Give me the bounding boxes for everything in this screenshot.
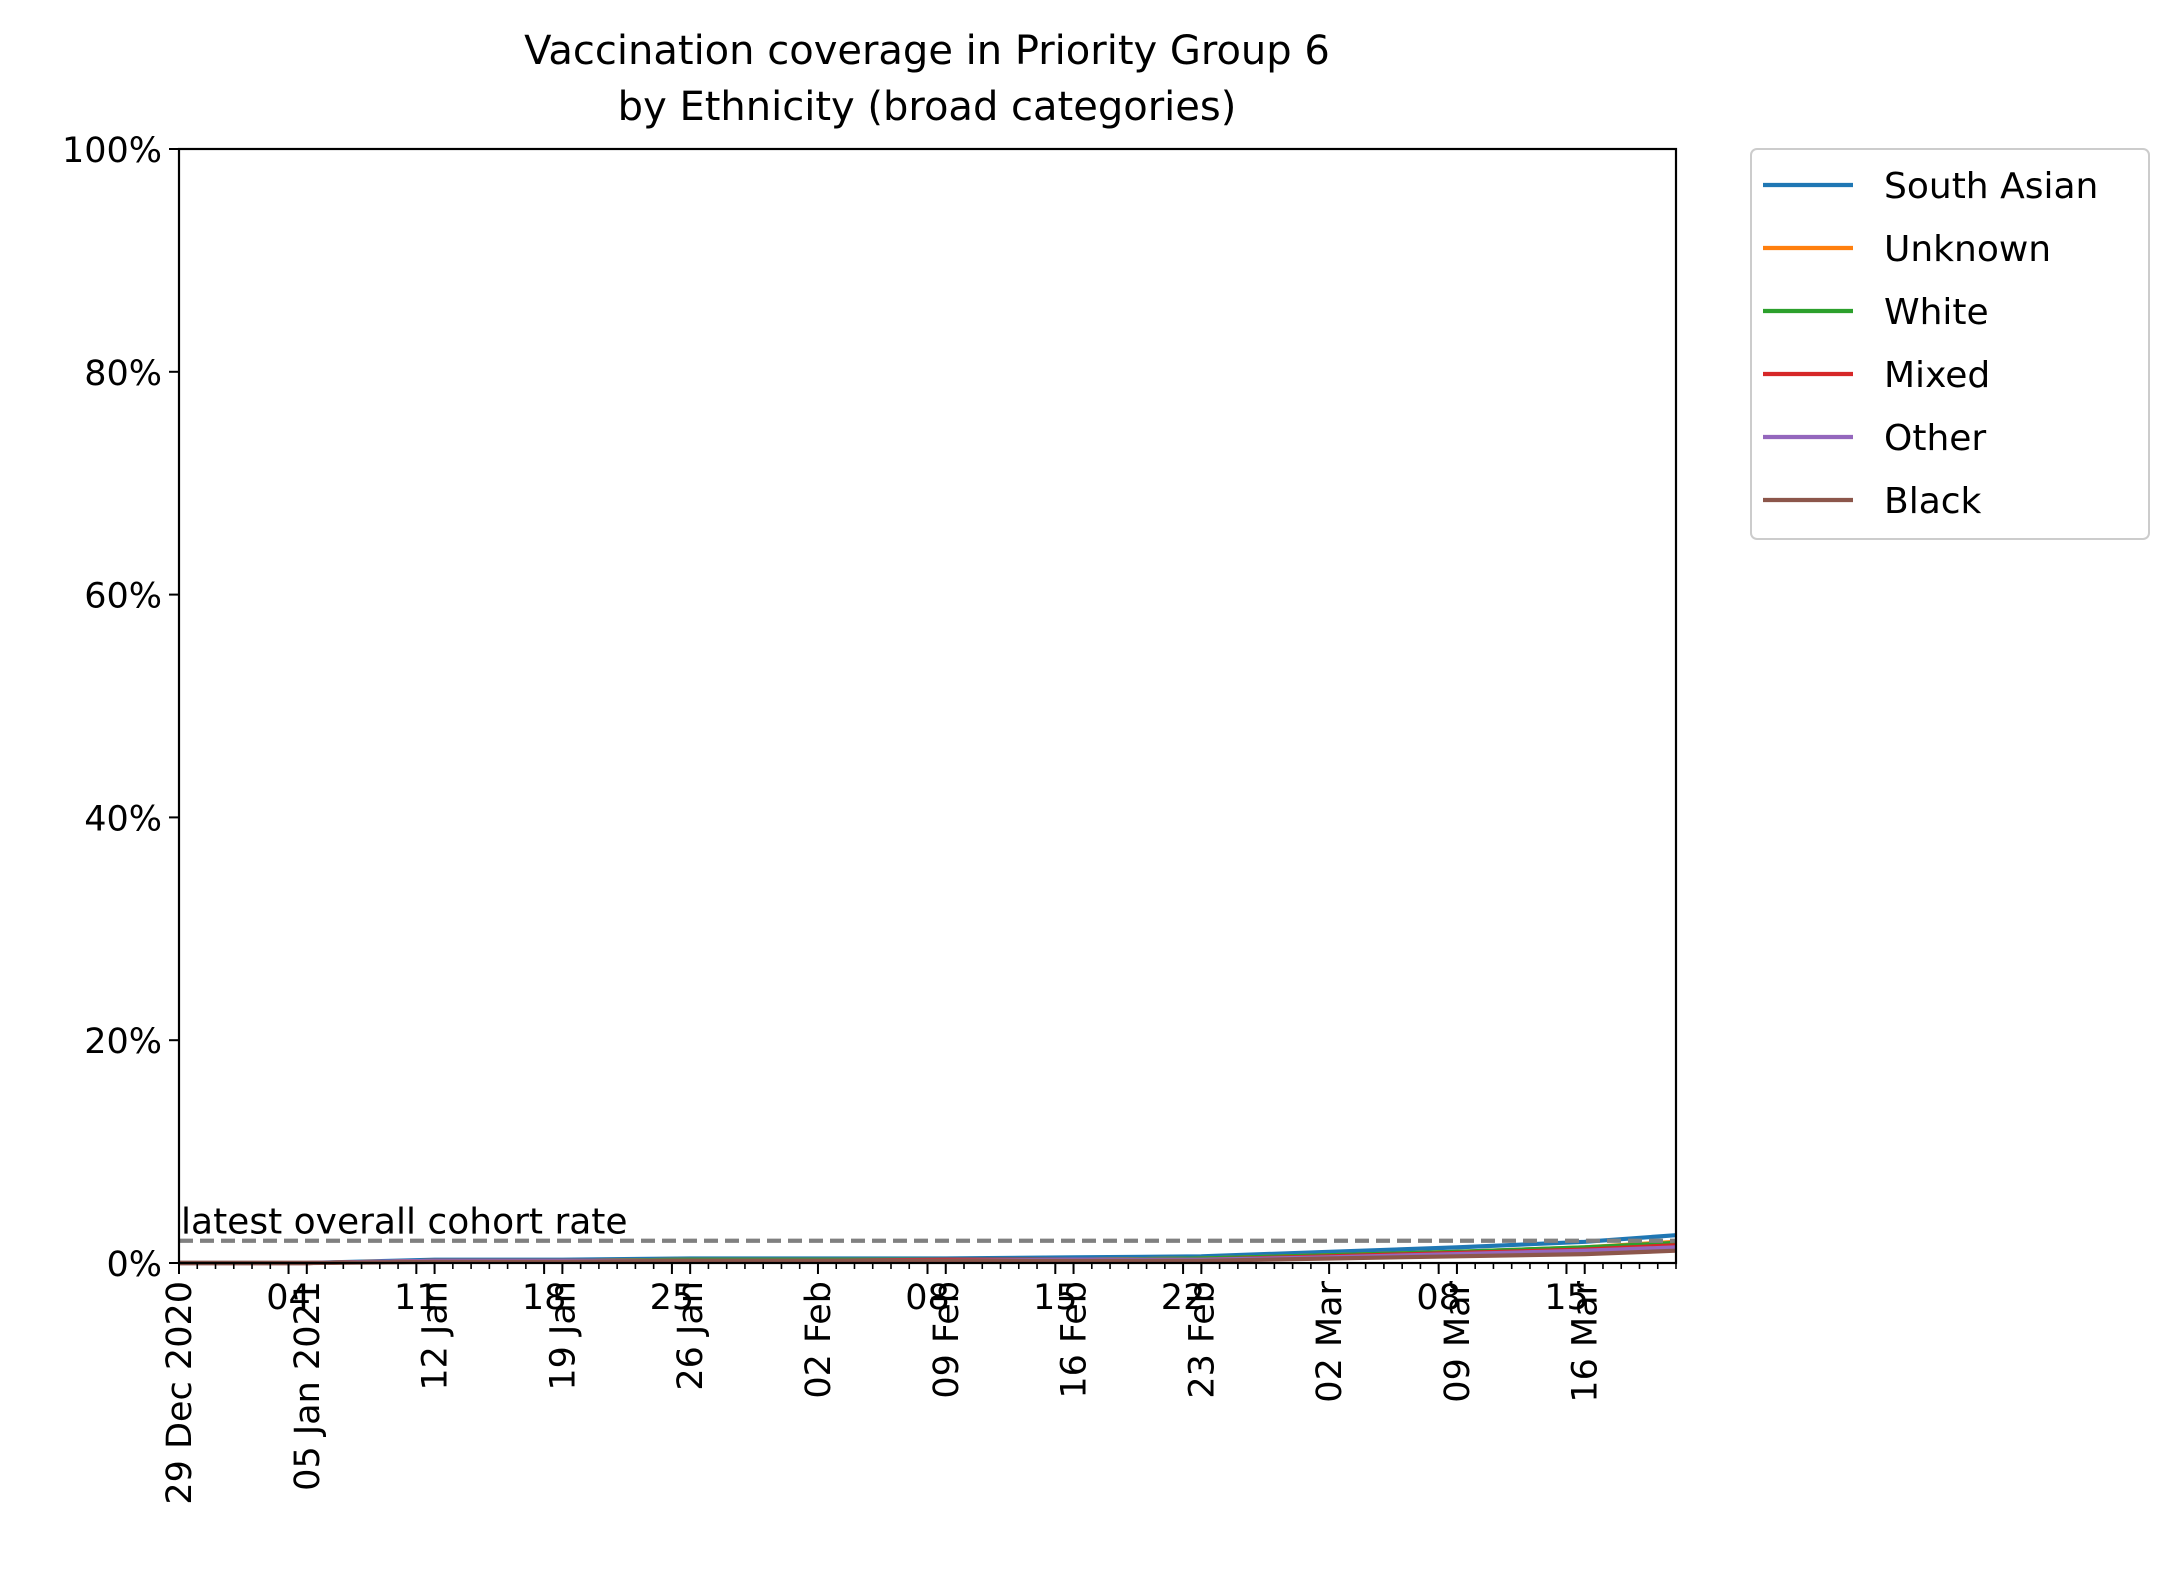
- x-tick-label: 16 Mar: [1566, 1280, 1606, 1402]
- x-week-tick-label: 11: [394, 1278, 439, 1318]
- x-week-tick-label: 15: [1544, 1278, 1589, 1318]
- x-tick-label: 23 Feb: [1182, 1281, 1222, 1399]
- legend-label: Mixed: [1884, 355, 1990, 396]
- y-tick-label: 60%: [84, 577, 162, 617]
- y-tick-label: 80%: [84, 354, 162, 394]
- x-tick-label: 16 Feb: [1055, 1281, 1095, 1399]
- legend-label: South Asian: [1884, 166, 2098, 207]
- legend: South Asian Unknown White Mixed Other Black: [1750, 148, 2150, 540]
- legend-label: White: [1884, 292, 1989, 333]
- x-week-tick-label: 18: [522, 1278, 567, 1318]
- x-tick-label: 05 Jan 2021: [288, 1281, 328, 1491]
- reference-line-layer: latest overall cohort rate: [179, 1202, 1676, 1243]
- y-tick-label: 100%: [62, 131, 162, 171]
- x-week-tick-label: 08: [905, 1278, 950, 1318]
- chart-title: Vaccination coverage in Priority Group 6…: [524, 28, 1330, 130]
- x-tick-label: 09 Feb: [927, 1281, 967, 1399]
- legend-label: Other: [1884, 418, 1986, 459]
- x-tick-label: 09 Mar: [1438, 1280, 1478, 1402]
- x-tick-label: 26 Jan: [671, 1281, 711, 1391]
- chart-title-line-1: Vaccination coverage in Priority Group 6: [524, 28, 1330, 74]
- y-tick-label: 0%: [106, 1245, 162, 1285]
- y-tick-label: 20%: [84, 1022, 162, 1062]
- x-tick-label: 02 Mar: [1310, 1280, 1350, 1402]
- legend-label: Black: [1884, 481, 1982, 522]
- x-tick-label: 02 Feb: [799, 1281, 839, 1399]
- x-week-tick-label: 15: [1033, 1278, 1078, 1318]
- x-tick-label: 12 Jan: [416, 1281, 456, 1391]
- x-tick-label: 19 Jan: [543, 1281, 583, 1391]
- x-week-tick-label: 25: [650, 1278, 695, 1318]
- chart-title-line-2: by Ethnicity (broad categories): [618, 84, 1237, 130]
- x-axis: 29 Dec 2020 05 Jan 2021 12 Jan 19 Jan 26 Jan…: [160, 1263, 1677, 1505]
- reference-line-label: latest overall cohort rate: [181, 1202, 628, 1243]
- x-tick-label: 29 Dec 2020: [160, 1281, 200, 1505]
- x-week-tick-label: 22: [1161, 1278, 1206, 1318]
- plot-area-frame: [177, 147, 1678, 1265]
- x-week-tick-label: 04: [266, 1278, 311, 1318]
- legend-label: Unknown: [1884, 229, 2051, 270]
- y-tick-label: 40%: [84, 799, 162, 839]
- x-week-tick-label: 08: [1416, 1278, 1461, 1318]
- y-axis: 0% 20% 40% 60% 80% 100%: [62, 131, 179, 1285]
